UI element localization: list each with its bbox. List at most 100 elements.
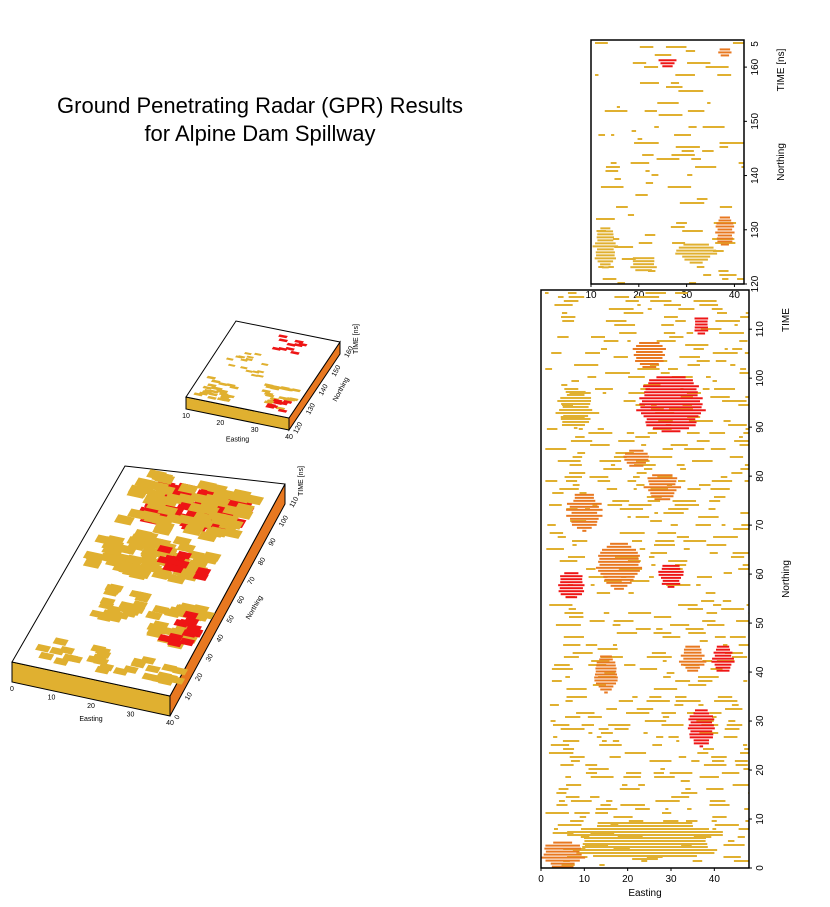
anomaly-blob-3 xyxy=(560,417,591,420)
trace-segment xyxy=(550,744,570,746)
trace-segment xyxy=(670,624,690,626)
trace-segment xyxy=(555,412,560,414)
anomaly-blob-8 xyxy=(558,584,585,587)
block-patch-2 xyxy=(104,539,125,551)
block-y-label: Northing xyxy=(245,594,264,621)
block-patch-1 xyxy=(190,515,211,527)
trace-segment xyxy=(685,788,691,790)
trace-segment xyxy=(635,296,660,298)
trace-segment xyxy=(595,74,599,76)
trace-segment xyxy=(570,760,580,762)
anomaly-blob-3 xyxy=(717,228,733,231)
trace-segment xyxy=(713,496,726,498)
anomaly-blob-4 xyxy=(595,251,615,254)
block-patch-0 xyxy=(219,395,230,400)
block-patch-1 xyxy=(263,383,274,388)
trace-segment xyxy=(596,736,602,738)
anomaly-blob-10 xyxy=(600,655,612,658)
trace-segment xyxy=(675,700,701,702)
anomaly-blob-9 xyxy=(661,567,681,570)
trace-segment xyxy=(731,656,748,658)
trace-segment xyxy=(563,656,579,658)
trace-segment xyxy=(751,560,773,562)
trace-segment xyxy=(745,428,749,430)
trace-segment xyxy=(591,336,605,338)
trace-segment xyxy=(586,568,596,570)
block-patch-3 xyxy=(245,369,254,373)
trace-segment xyxy=(683,540,707,542)
block-y-tick: 160 xyxy=(344,345,356,359)
trace-segment xyxy=(693,300,717,302)
block-patch-0 xyxy=(210,386,221,391)
trace-segment xyxy=(562,320,575,322)
anomaly-blob-15 xyxy=(551,865,574,868)
anomaly-blob-4 xyxy=(597,239,614,242)
block-patch-7 xyxy=(49,646,66,656)
trace-segment xyxy=(613,356,628,358)
trace-segment xyxy=(559,488,579,490)
block-x-tick: 0 xyxy=(10,686,14,693)
anomaly-blob-3 xyxy=(560,399,592,402)
trace-segment xyxy=(556,792,567,794)
block-patch-4 xyxy=(265,404,275,409)
trace-segment xyxy=(646,700,670,702)
trace-segment xyxy=(698,484,711,486)
trace-segment xyxy=(563,748,575,750)
trace-segment xyxy=(676,222,687,224)
trace-segment xyxy=(561,384,568,386)
trace-segment xyxy=(561,312,568,314)
anomaly-blob-9 xyxy=(662,579,680,582)
trace-segment xyxy=(599,460,622,462)
anomaly-blob-0 xyxy=(641,400,701,403)
trace-segment xyxy=(709,712,722,714)
block-patch-2 xyxy=(293,343,304,348)
trace-segment xyxy=(769,844,794,846)
trace-segment xyxy=(566,784,582,786)
block-patch-3 xyxy=(225,357,234,361)
trace-segment xyxy=(561,404,574,406)
trace-segment xyxy=(619,332,637,334)
trace-segment xyxy=(572,456,583,458)
trace-segment xyxy=(657,476,673,478)
trace-segment xyxy=(605,320,627,322)
trace-segment xyxy=(551,352,562,354)
anomaly-blob-4 xyxy=(623,455,650,458)
trace-segment xyxy=(708,508,716,510)
trace-segment xyxy=(695,166,717,168)
trace-segment xyxy=(748,258,767,260)
trace-segment xyxy=(744,464,749,466)
trace-segment xyxy=(739,340,748,342)
block-patch-0 xyxy=(206,375,217,380)
trace-segment xyxy=(596,218,615,220)
anomaly-blob-2 xyxy=(683,243,709,246)
anomaly-blob-0 xyxy=(660,62,675,65)
trace-segment xyxy=(771,520,775,522)
anomaly-blob-4 xyxy=(624,452,648,455)
trace-segment xyxy=(747,110,753,112)
trace-segment xyxy=(545,480,558,482)
trace-segment xyxy=(661,324,674,326)
anomaly-blob-3 xyxy=(565,390,586,393)
anomaly-blob-13 xyxy=(687,727,715,730)
block-patch-6 xyxy=(131,600,148,609)
trace-segment xyxy=(756,556,761,558)
trace-segment xyxy=(678,90,704,92)
y-tick-label: 130 xyxy=(750,221,761,238)
anomaly-blob-2 xyxy=(697,332,706,335)
block-y-tick: 30 xyxy=(205,653,215,663)
trace-segment xyxy=(681,150,694,152)
trace-segment xyxy=(753,270,760,272)
trace-segment xyxy=(696,266,705,268)
trace-segment xyxy=(612,500,630,502)
x-tick-label: 10 xyxy=(585,290,597,301)
anomaly-blob-0 xyxy=(649,379,693,382)
trace-segment xyxy=(702,620,716,622)
anomaly-blob-7 xyxy=(601,548,637,551)
block-patch-3 xyxy=(192,572,209,582)
anomaly-blob-3 xyxy=(717,234,732,237)
trace-segment xyxy=(642,154,654,156)
anomaly-blob-10 xyxy=(596,661,616,664)
y-tick-label: 50 xyxy=(755,617,766,629)
block-patch-5 xyxy=(157,634,174,643)
block-patch-4 xyxy=(273,401,283,405)
